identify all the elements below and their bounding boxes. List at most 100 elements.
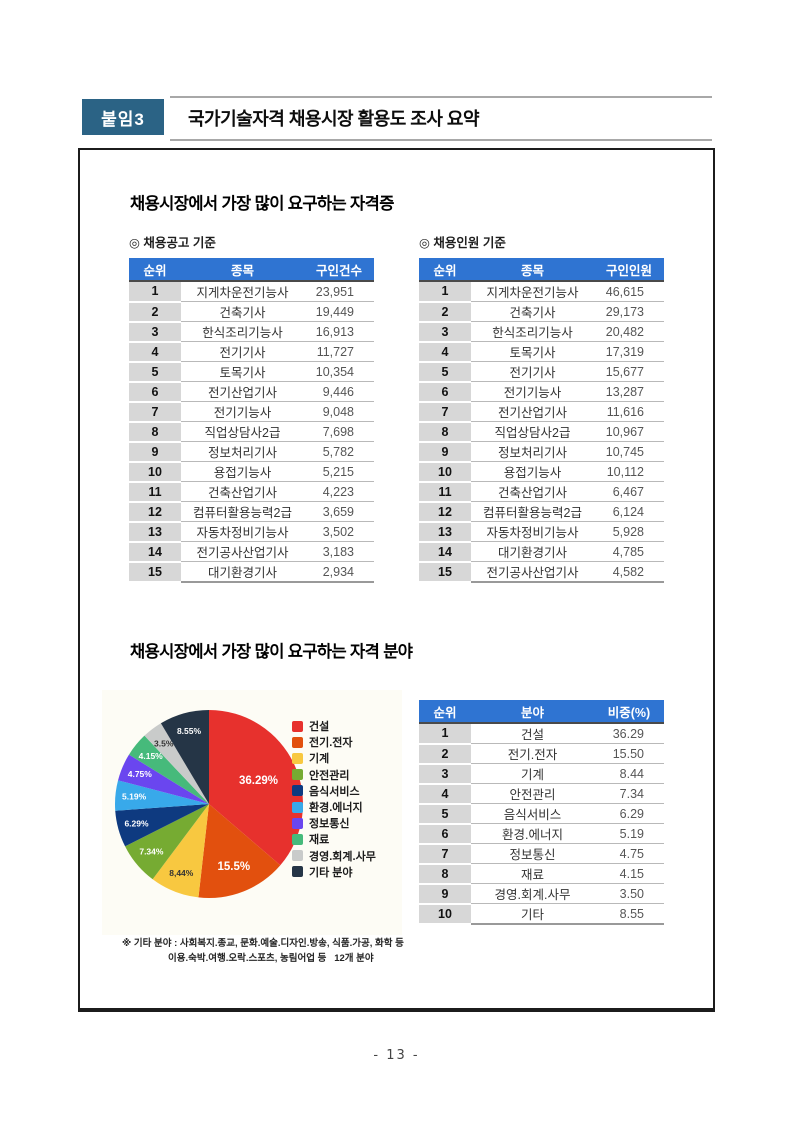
legend-swatch: [292, 720, 303, 732]
table-row: 9 정보처리기사 10,745: [419, 440, 664, 463]
value-cell: 17,319: [594, 341, 664, 362]
value-cell: 3,659: [304, 501, 374, 522]
value-cell: 9,048: [304, 401, 374, 422]
value-cell: 36.29: [594, 722, 664, 744]
pie-slice-label: 8.55%: [177, 726, 202, 736]
value-cell: 9,446: [304, 381, 374, 402]
section-fields-title: 채용시장에서 가장 많이 요구하는 자격 분야: [130, 643, 413, 661]
rank-cell: 9: [419, 882, 471, 905]
name-cell: 전기기사: [181, 341, 304, 362]
table-row: 3 기계 8.44: [419, 762, 664, 785]
name-cell: 재료: [471, 863, 594, 884]
table-row: 6 환경.에너지 5.19: [419, 822, 664, 845]
name-cell: 대기환경기사: [181, 561, 304, 583]
section-certifications-title: 채용시장에서 가장 많이 요구하는 자격증: [130, 195, 394, 213]
table-by-postings: 순위 종목 구인건수 1 지게차운전기능사 23,951 2 건축기사 19,449 3 한식조리기…: [129, 258, 374, 583]
pie-slice-label: 15.5%: [217, 861, 250, 873]
value-cell: 23,951: [304, 280, 374, 302]
table-row: 8 직업상담사2급 7,698: [129, 420, 374, 443]
table-row: 7 정보통신 4.75: [419, 842, 664, 865]
value-cell: 7.34: [594, 783, 664, 804]
value-cell: 10,745: [594, 441, 664, 462]
name-cell: 전기공사산업기사: [181, 541, 304, 562]
name-cell: 정보통신: [471, 843, 594, 864]
name-cell: 자동차정비기능사: [181, 521, 304, 542]
legend-label: 안전관리: [309, 769, 350, 782]
header-row: 순위 종목 구인인원: [419, 258, 664, 281]
name-cell: 건축산업기사: [471, 481, 594, 502]
rank-cell: 6: [419, 822, 471, 845]
name-cell: 컴퓨터활용능력2급: [471, 501, 594, 522]
value-cell: 4,223: [304, 481, 374, 502]
table-row: 1 건설 36.29: [419, 722, 664, 745]
table-row: 3 한식조리기능사 20,482: [419, 320, 664, 343]
pie-slice-7: [118, 754, 209, 804]
page-title: 국가기술자격 채용시장 활용도 조사 요약: [188, 109, 480, 129]
value-cell: 15,677: [594, 361, 664, 382]
legend-swatch: [292, 866, 303, 878]
title-rule-top: [170, 96, 712, 98]
name-cell: 전기기사: [471, 361, 594, 382]
rank-cell: 15: [129, 560, 181, 583]
legend-item: 경영.회계.사무: [292, 848, 402, 864]
table-row: 7 전기산업기사 11,616: [419, 400, 664, 423]
rank-cell: 8: [419, 862, 471, 885]
rank-cell: 12: [419, 500, 471, 523]
table-row: 7 전기기능사 9,048: [129, 400, 374, 423]
column-header: 순위: [129, 258, 181, 281]
pie-slice-4: [125, 804, 209, 880]
table-row: 8 재료 4.15: [419, 862, 664, 885]
pie-slice-5: [115, 804, 209, 847]
rank-cell: 14: [129, 540, 181, 563]
footnote-line1: ※ 기타 분야 : 사회복지.종교, 문화.예술.디자인.방송, 식품.가공, …: [122, 938, 404, 949]
table-row: 5 전기기사 15,677: [419, 360, 664, 383]
value-cell: 10,967: [594, 421, 664, 442]
table-row: 11 건축산업기사 6,467: [419, 480, 664, 503]
value-cell: 5.19: [594, 823, 664, 844]
rank-cell: 5: [129, 360, 181, 383]
rank-cell: 4: [419, 782, 471, 805]
table-row: 9 정보처리기사 5,782: [129, 440, 374, 463]
pie-slice-label: 4.15%: [139, 751, 164, 761]
value-cell: 19,449: [304, 301, 374, 322]
name-cell: 환경.에너지: [471, 823, 594, 844]
value-cell: 6,467: [594, 481, 664, 502]
name-cell: 전기기능사: [181, 401, 304, 422]
footnote-line2: 이용.숙박.여행.오락.스포츠, 농림어업 등 12개 분야: [168, 953, 374, 964]
value-cell: 5,782: [304, 441, 374, 462]
pie-slice-6: [114, 780, 209, 811]
value-cell: 16,913: [304, 321, 374, 342]
table-row: 4 전기기사 11,727: [129, 340, 374, 363]
legend-swatch: [292, 752, 303, 764]
value-cell: 46,615: [594, 280, 664, 302]
rank-cell: 1: [419, 280, 471, 303]
pie-slice-label: 6.29%: [124, 818, 149, 828]
column-header: 순위: [419, 258, 471, 281]
value-cell: 29,173: [594, 301, 664, 322]
name-cell: 토목기사: [181, 361, 304, 382]
table-row: 15 대기환경기사 2,934: [129, 560, 374, 583]
rank-cell: 1: [129, 280, 181, 303]
header-row: 순위 종목 구인건수: [129, 258, 374, 281]
pie-slice-label: 7.34%: [139, 847, 164, 857]
name-cell: 한식조리기능사: [181, 321, 304, 342]
table-row: 5 음식서비스 6.29: [419, 802, 664, 825]
table-row: 2 건축기사 19,449: [129, 300, 374, 323]
pie-slice-1: [209, 710, 303, 866]
table-row: 2 전기.전자 15.50: [419, 742, 664, 765]
name-cell: 안전관리: [471, 783, 594, 804]
subtitle-by-headcount: ◎ 채용인원 기준: [419, 236, 506, 250]
rank-cell: 4: [129, 340, 181, 363]
rank-cell: 4: [419, 340, 471, 363]
name-cell: 자동차정비기능사: [471, 521, 594, 542]
name-cell: 건축산업기사: [181, 481, 304, 502]
pie-slice-label: 8,44%: [169, 868, 194, 878]
name-cell: 기타: [471, 903, 594, 925]
legend-label: 기타 분야: [309, 866, 353, 879]
pie-legend: 건설 전기.전자 기계 안전관리 음식서비스 환경.에너지 정보통신 재료 경영.회계.사무 기타…: [292, 718, 402, 880]
name-cell: 정보처리기사: [181, 441, 304, 462]
rank-cell: 3: [129, 320, 181, 343]
value-cell: 3.50: [594, 883, 664, 904]
legend-label: 재료: [309, 834, 330, 847]
table-row: 5 토목기사 10,354: [129, 360, 374, 383]
